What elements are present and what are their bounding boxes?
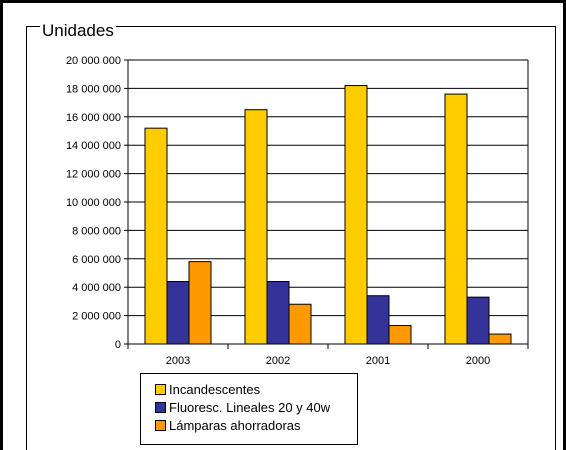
legend: Incandescentes Fluoresc. Lineales 20 y 40… [140, 373, 358, 445]
y-tick-label: 20 000 000 [66, 55, 121, 67]
y-tick-label: 14 000 000 [66, 140, 121, 152]
legend-swatch [155, 383, 166, 395]
bar [344, 85, 368, 345]
x-tick-label: 2003 [166, 355, 190, 367]
legend-label: Incandescentes [169, 381, 261, 397]
legend-item: Fluoresc. Lineales 20 y 40w [155, 398, 357, 416]
legend-swatch [155, 419, 166, 431]
bar [288, 303, 312, 345]
bar [366, 295, 390, 345]
x-tick-label: 2002 [266, 355, 290, 367]
y-tick-label: 4 000 000 [72, 282, 121, 294]
legend-label: Fluoresc. Lineales 20 y 40w [169, 399, 331, 415]
y-tick-label: 2 000 000 [72, 311, 121, 323]
bar [466, 296, 490, 345]
y-tick-label: 18 000 000 [66, 83, 121, 95]
bar [488, 333, 512, 345]
y-tick-label: 10 000 000 [66, 197, 121, 209]
y-tick-label: 6 000 000 [72, 254, 121, 266]
bar [166, 281, 190, 345]
y-tick-label: 8 000 000 [72, 225, 121, 237]
bar [244, 109, 268, 345]
y-axis-label: Unidades [40, 21, 116, 41]
bar [188, 261, 212, 345]
bar [444, 93, 468, 345]
bar [144, 127, 168, 345]
y-tick-label: 0 [115, 339, 121, 351]
bar [266, 281, 290, 345]
bar [388, 325, 412, 345]
legend-swatch [155, 401, 166, 413]
legend-item: Incandescentes [155, 380, 357, 398]
x-tick-label: 2000 [466, 355, 490, 367]
y-tick-label: 12 000 000 [66, 169, 121, 181]
y-tick-label: 16 000 000 [66, 112, 121, 124]
legend-item: Lámparas ahorradoras [155, 416, 357, 434]
x-tick-label: 2001 [366, 355, 390, 367]
legend-label: Lámparas ahorradoras [169, 417, 301, 433]
chart-area-border [26, 26, 556, 450]
